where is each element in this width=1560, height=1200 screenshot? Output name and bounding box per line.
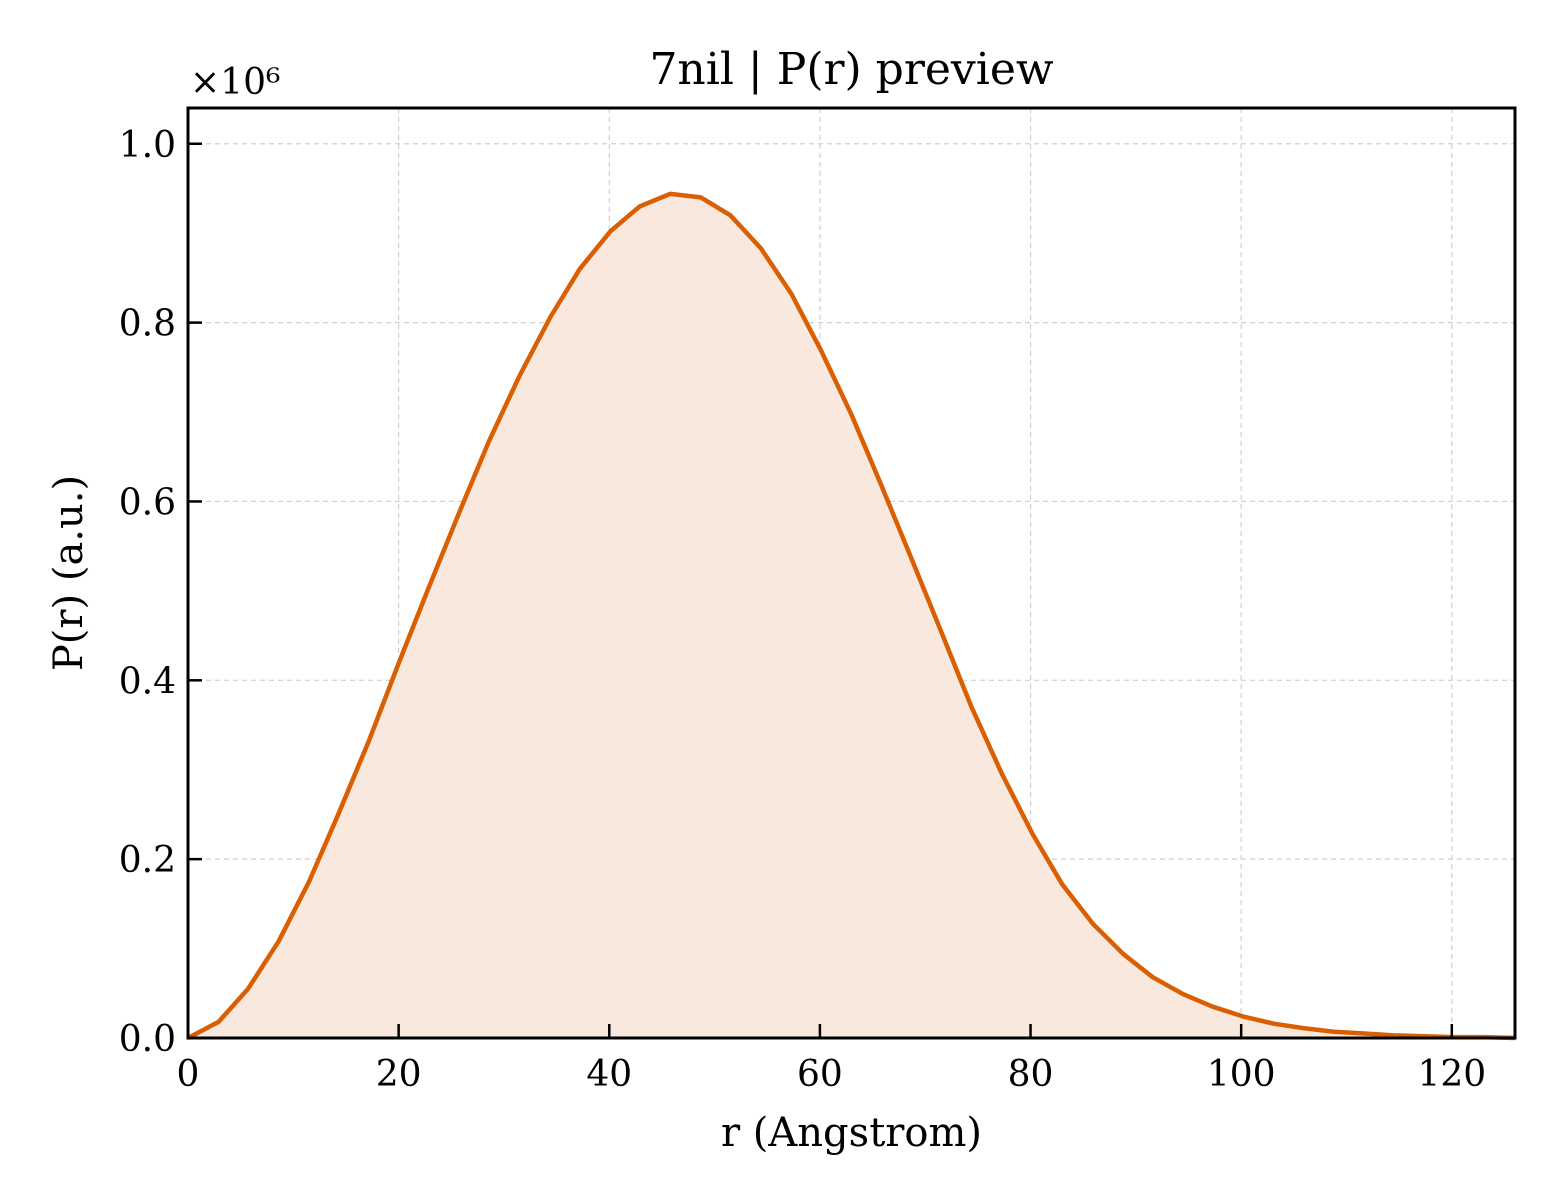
series-line <box>186 191 1516 1041</box>
y-tick-label: 0.4 <box>119 661 176 702</box>
x-axis: 0 20 40 60 80 100 120 <box>177 1024 1486 1095</box>
x-tick-label: 60 <box>797 1054 843 1095</box>
area-fill <box>188 193 1515 1039</box>
y-tick-label: 0.8 <box>119 304 176 345</box>
y-tick-label: 0.0 <box>119 1019 176 1060</box>
y-axis: 0.0 0.2 0.4 0.6 0.8 1.0 <box>119 125 202 1060</box>
y-axis-label: P(r) (a.u.) <box>46 475 92 671</box>
x-tick-label: 0 <box>177 1054 200 1095</box>
x-tick-label: 80 <box>1008 1054 1054 1095</box>
plot-frame <box>186 106 1517 1040</box>
x-tick-label: 40 <box>586 1054 632 1095</box>
y-tick-label: 0.6 <box>119 482 176 523</box>
x-tick-label: 100 <box>1207 1054 1276 1095</box>
x-tick-label: 20 <box>376 1054 422 1095</box>
y-tick-label: 1.0 <box>119 125 176 166</box>
x-tick-label: 120 <box>1417 1054 1486 1095</box>
chart-title: 7nil | P(r) preview <box>649 44 1053 95</box>
y-multiplier-label: ×10⁶ <box>190 62 280 103</box>
y-tick-label: 0.2 <box>119 840 176 881</box>
x-axis-label: r (Angstrom) <box>721 1110 982 1156</box>
